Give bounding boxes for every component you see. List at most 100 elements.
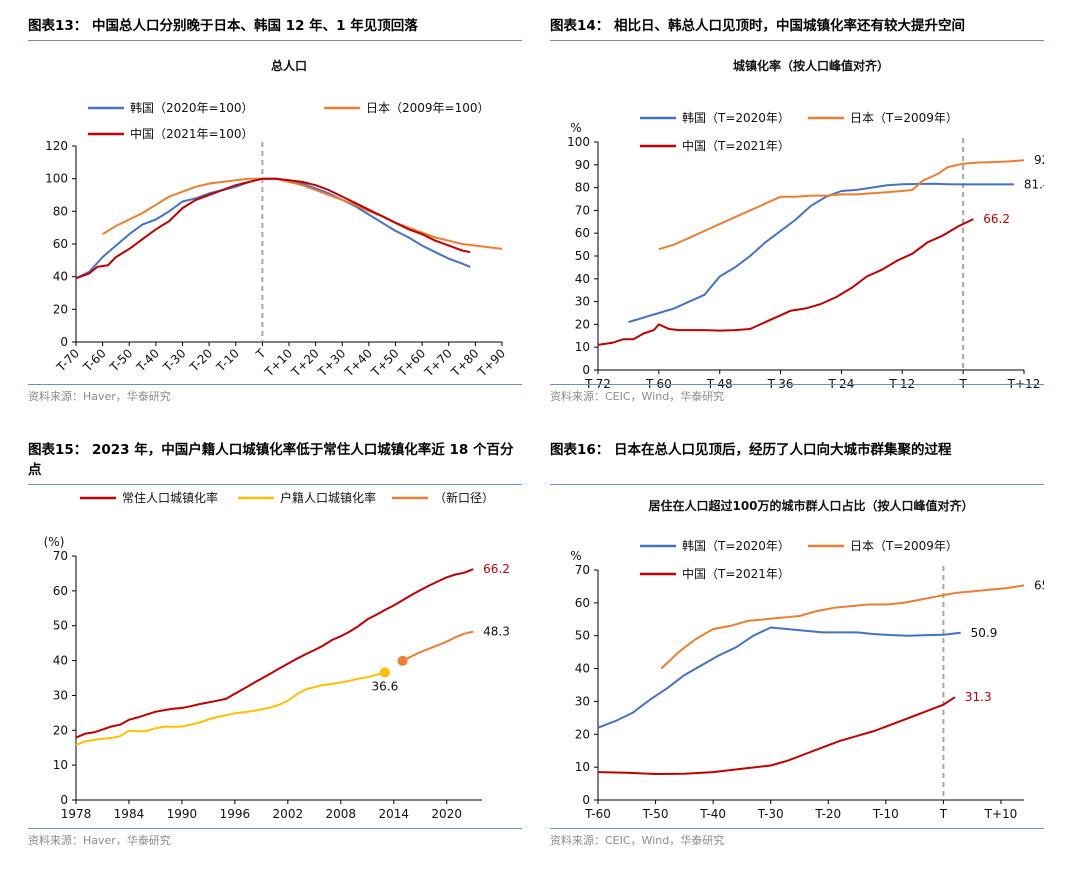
x-tick-label: T-50: [107, 346, 136, 375]
legend-label: （新口径）: [434, 490, 494, 505]
chart-title: 居住在人口超过100万的城市群人口占比（按人口峰值对齐）: [648, 498, 973, 513]
y-tick-label: 60: [575, 226, 590, 240]
series-line: [597, 696, 956, 775]
x-tick-label: T+10: [261, 346, 295, 380]
y-tick-label: 70: [53, 549, 68, 563]
legend-label: 日本（T=2009年）: [850, 111, 958, 125]
x-tick-label: T-50: [642, 807, 669, 821]
data-label: 50.9: [971, 626, 998, 640]
panel-heading: 图表16： 日本在总人口见顶后，经历了人口向大城市群集聚的过程: [550, 442, 952, 458]
source-note: 资料来源：CEIC，Wind，华泰研究: [550, 390, 725, 403]
chart-fig16: 居住在人口超过100万的城市群人口占比（按人口峰值对齐）% 0 10 20 30 40 50…: [570, 498, 1044, 821]
series-line: [658, 159, 1025, 251]
x-tick-label: T+80: [448, 346, 482, 380]
x-tick-label: T-70: [53, 346, 82, 375]
x-tick-label: T-20: [814, 807, 841, 821]
panel-fig13: 图表13： 中国总人口分别晚于日本、韩国 12 年、1 年见顶回落 总人口 0 20…: [28, 16, 522, 406]
footer-rule: [28, 384, 522, 385]
legend-label: 中国（T=2021年）: [682, 138, 790, 153]
y-tick-label: 120: [45, 139, 68, 153]
y-tick-label: 0: [60, 335, 68, 349]
chart-title: 总人口: [271, 58, 307, 73]
series-line: [628, 182, 1014, 324]
x-tick-label: T-30: [160, 346, 189, 375]
heading-rule: [550, 40, 1044, 41]
footer-rule: [550, 828, 1044, 829]
x-tick-label: 1984: [114, 807, 145, 821]
legend-label: 韩国（2020年=100）: [130, 100, 254, 115]
x-tick-label: T-20: [186, 346, 215, 375]
heading-rule: [28, 484, 522, 485]
x-tick-label: T+10: [984, 807, 1018, 821]
y-tick-label: 30: [53, 688, 68, 702]
x-tick-label: T: [939, 807, 948, 821]
data-label: 31.3: [965, 690, 992, 704]
panel-heading: 图表13： 中国总人口分别晚于日本、韩国 12 年、1 年见顶回落: [28, 18, 418, 34]
x-tick-label: T: [253, 346, 269, 362]
y-tick-label: 40: [575, 272, 590, 286]
x-tick-label: 2020: [431, 807, 462, 821]
y-tick-label: 40: [575, 662, 590, 676]
source-note: 资料来源：CEIC，Wind，华泰研究: [550, 834, 725, 847]
series-point-marker: [397, 655, 408, 666]
y-tick-label: 70: [575, 563, 590, 577]
series-line: [402, 630, 474, 662]
x-tick-label: T+30: [315, 346, 349, 380]
series-line: [597, 218, 974, 346]
legend-label: 日本（2009年=100）: [366, 101, 490, 115]
heading-rule: [28, 40, 522, 41]
series-line: [75, 177, 471, 280]
y-tick-label: 30: [575, 295, 590, 309]
chart-fig13: 总人口020406080100120T-70T-60T-50T-40T-30T-…: [45, 58, 508, 380]
legend-label: 韩国（T=2020年）: [682, 538, 790, 553]
y-unit-label: %: [570, 121, 581, 135]
x-tick-label: T+60: [395, 346, 429, 380]
series-line: [75, 671, 386, 746]
y-tick-label: 10: [575, 340, 590, 354]
chart-fig15: (%) 0 10 20 30 40 50 60 70 1978 1984 1990 1996 2002 20…: [44, 490, 510, 821]
data-label: 48.3: [483, 625, 510, 639]
y-tick-label: 60: [575, 596, 590, 610]
source-note: 资料来源：Haver，华泰研究: [28, 834, 171, 847]
panel-fig15: 图表15： 2023 年，中国户籍人口城镇化率低于常住人口城镇化率近 18 个百…: [28, 440, 522, 855]
panel-fig14: 图表14： 相比日、韩总人口见顶时，中国城镇化率还有较大提升空间 城镇化率（按人…: [550, 16, 1044, 406]
x-tick-label: T-40: [133, 346, 162, 375]
panel-heading: 图表14： 相比日、韩总人口见顶时，中国城镇化率还有较大提升空间: [550, 18, 965, 34]
y-unit-label: (%): [44, 535, 65, 549]
footer-rule: [550, 384, 1044, 385]
y-tick-label: 50: [575, 249, 590, 263]
x-tick-label: T-40: [699, 807, 726, 821]
panel-heading: 图表15： 2023 年，中国户籍人口城镇化率低于常住人口城镇化率近 18 个百…: [28, 442, 514, 478]
series-point-marker: [379, 667, 390, 678]
y-tick-label: 70: [575, 203, 590, 217]
data-label: 66.2: [483, 562, 510, 576]
y-tick-label: 20: [575, 727, 590, 741]
y-tick-label: 0: [582, 363, 590, 377]
data-label: 81.4: [1024, 177, 1044, 191]
y-tick-label: 10: [53, 758, 68, 772]
x-tick-label: T+50: [368, 346, 402, 380]
y-tick-label: 0: [582, 793, 590, 807]
series-line: [660, 584, 1025, 670]
panel-fig16: 图表16： 日本在总人口见顶后，经历了人口向大城市群集聚的过程 居住在人口超过1…: [550, 440, 1044, 855]
series-line: [102, 177, 503, 250]
y-tick-label: 60: [53, 237, 68, 251]
x-tick-label: 1990: [167, 807, 198, 821]
x-tick-label: T-30: [757, 807, 784, 821]
legend-label: 中国（2021年=100）: [130, 126, 254, 141]
legend-label: 韩国（T=2020年）: [682, 110, 790, 125]
legend-label: 中国（T=2021年）: [682, 566, 790, 581]
y-tick-label: 40: [53, 654, 68, 668]
data-label: 66.2: [983, 212, 1010, 226]
y-tick-label: 100: [567, 135, 590, 149]
y-tick-label: 100: [45, 172, 68, 186]
x-tick-label: 1978: [61, 807, 92, 821]
y-tick-label: 50: [575, 629, 590, 643]
data-label: 36.6: [372, 679, 399, 693]
y-tick-label: 30: [575, 694, 590, 708]
x-tick-label: 2014: [378, 807, 409, 821]
legend-label: 户籍人口城镇化率: [280, 490, 376, 505]
x-tick-label: T-10: [872, 807, 899, 821]
y-tick-label: 20: [575, 317, 590, 331]
legend-label: 日本（T=2009年）: [850, 539, 958, 553]
